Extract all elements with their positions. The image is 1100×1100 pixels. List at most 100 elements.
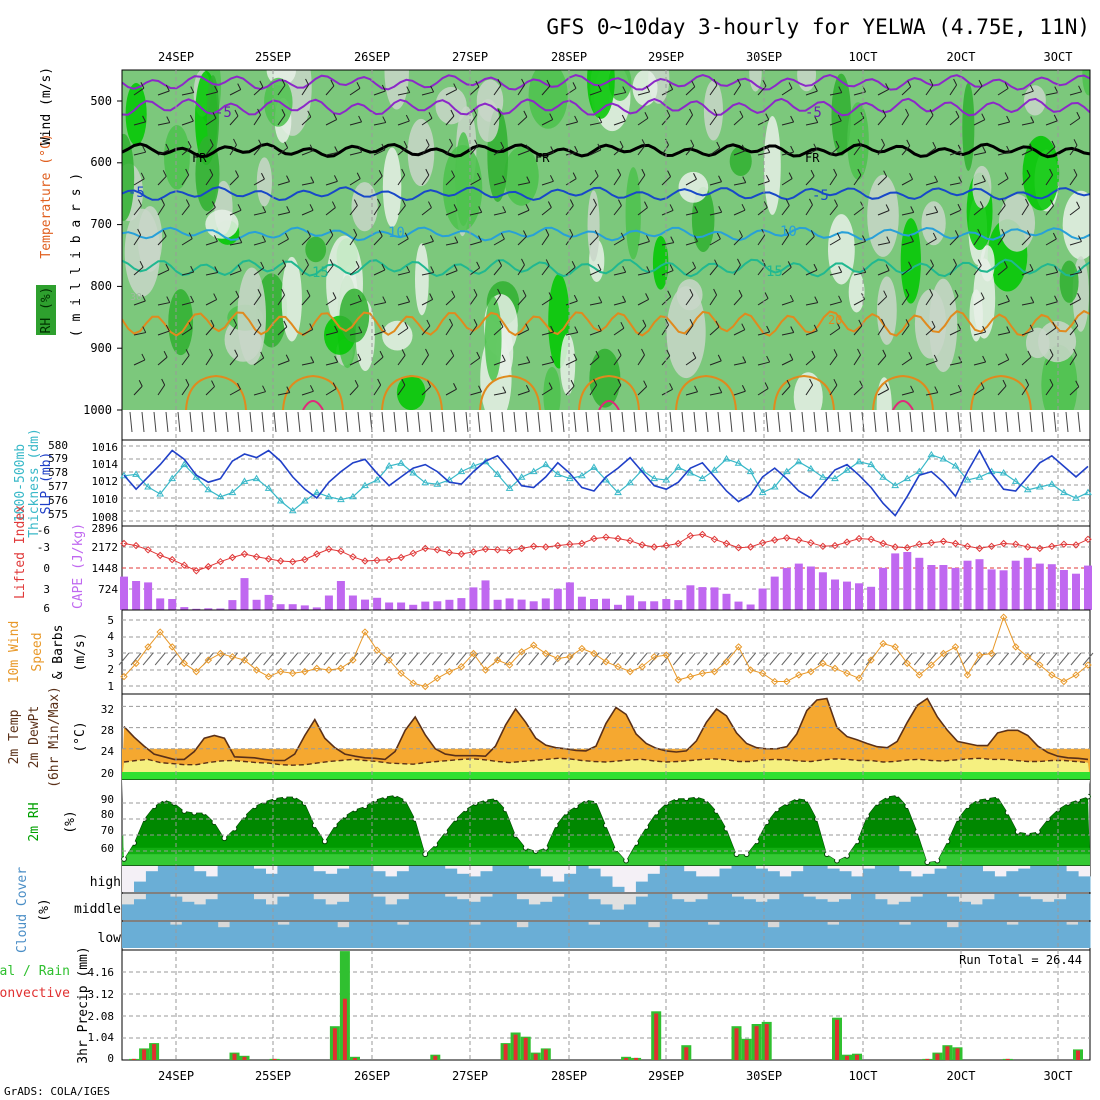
wind10m-barb — [1046, 652, 1058, 666]
wind-barb — [781, 88, 793, 96]
wind-barb — [733, 264, 741, 276]
cape-bar — [843, 581, 851, 610]
precip-convective-bar — [513, 1034, 518, 1060]
lifted-index-point — [819, 542, 827, 551]
cape-bar — [216, 608, 225, 610]
lifted-index-point — [1084, 535, 1092, 544]
wind10m-speed-point — [662, 651, 670, 659]
wind-barb — [373, 302, 386, 306]
wind-barb — [685, 178, 697, 186]
cloud-cell — [349, 866, 362, 892]
wind-barb — [805, 122, 818, 126]
wind-barb-flag — [644, 201, 648, 208]
wind-barb — [949, 264, 957, 276]
wind-barb — [157, 356, 168, 366]
wind-barb-flag — [499, 320, 504, 328]
lifted-index-point — [325, 545, 333, 553]
isotherm-label: -5 — [128, 185, 145, 201]
cape-bar — [421, 601, 430, 610]
cloud-cell — [134, 881, 147, 892]
wind-barb-flag — [1026, 230, 1031, 237]
rh2m-band — [122, 854, 1090, 866]
cape-bar — [1084, 565, 1092, 610]
wind10m-barb — [853, 652, 865, 666]
wind-barb — [229, 270, 242, 276]
wind10m-barb — [648, 652, 660, 666]
wind-barb — [133, 332, 146, 336]
wind10m-barb — [1022, 652, 1034, 666]
cape-bar — [602, 598, 610, 610]
wind-barb-flag — [450, 109, 455, 117]
wind-barb-flag — [522, 289, 527, 297]
wind-barb — [853, 298, 865, 306]
wind10m-barb — [829, 652, 841, 666]
lifted-index-point — [963, 542, 972, 551]
dewpt-axis-title: 2m DewPt — [27, 706, 42, 769]
cape-bar — [891, 553, 900, 610]
precip-tick: 4.16 — [88, 966, 115, 979]
wind-barb — [661, 296, 672, 306]
wind-barb-flag — [765, 113, 770, 120]
bottom-date-label: 2OCT — [947, 1069, 976, 1083]
precip-convective-bar — [142, 1049, 147, 1060]
cloud-cell — [205, 876, 219, 892]
wind10m-barb — [962, 652, 973, 666]
cloud-cell — [851, 922, 864, 948]
wind10m-barb — [371, 652, 383, 666]
cloud-cell — [791, 922, 804, 948]
cloud-cell — [456, 922, 470, 948]
lifted-index-point — [409, 549, 417, 558]
wind-barb — [877, 388, 889, 396]
wind-barb-flag — [525, 385, 530, 392]
wind-barb — [1045, 120, 1058, 126]
precip-convective-bar — [624, 1057, 629, 1060]
wind-barb-flag — [814, 116, 819, 123]
wind-barb — [1069, 174, 1078, 186]
wind-barb-flag — [190, 265, 195, 273]
cloud-cell — [456, 873, 470, 892]
cloud-cell — [432, 866, 446, 892]
wind-barb-flag — [137, 228, 142, 236]
wind-barb — [157, 235, 167, 246]
wind10m-barb — [709, 652, 720, 666]
wind-barb-flag — [425, 168, 430, 176]
cloud-cell — [277, 866, 290, 892]
cloud-cell — [683, 901, 697, 920]
cape-bar — [1059, 570, 1068, 610]
cloud-cell — [564, 922, 577, 948]
wind-barb-flag — [1006, 326, 1011, 333]
temperature-axis-label: Temperature (°C) — [39, 133, 54, 258]
cloud-cell — [420, 894, 434, 920]
wind-barb — [805, 269, 818, 276]
lifted-index-point — [337, 547, 345, 555]
thickness-point — [505, 484, 514, 491]
wind-barb — [661, 209, 674, 216]
cloud-cell — [803, 896, 816, 920]
wind-barb-flag — [238, 236, 243, 243]
wind-barb — [1021, 236, 1031, 246]
wind10m-barb — [443, 652, 455, 666]
wind-barb-flag — [741, 384, 746, 392]
wind-barb — [997, 300, 1010, 306]
wind-barb — [949, 182, 962, 186]
wind-barb — [853, 207, 864, 216]
surface-barb — [669, 411, 673, 433]
wind-barb — [853, 145, 862, 156]
cloud-cell — [946, 896, 960, 920]
wind-barb — [877, 242, 890, 246]
lifted-index-point — [975, 544, 984, 553]
temp2m-floor-band — [122, 772, 1090, 780]
wind10m-barb — [697, 652, 708, 666]
wind-barb-flag — [382, 116, 387, 123]
thickness-point — [662, 476, 671, 483]
cloud-cell — [600, 922, 613, 948]
wind-barb — [1045, 384, 1054, 396]
wind10m-speed-point — [807, 667, 815, 676]
wind-barb-flag — [525, 323, 530, 330]
wind-barb — [373, 90, 386, 96]
wind-barb-flag — [189, 114, 194, 122]
cloud-cell — [396, 924, 410, 948]
wind-barb — [565, 87, 577, 96]
wind-barb-flag — [670, 236, 675, 243]
wind-barb-flag — [333, 113, 338, 120]
